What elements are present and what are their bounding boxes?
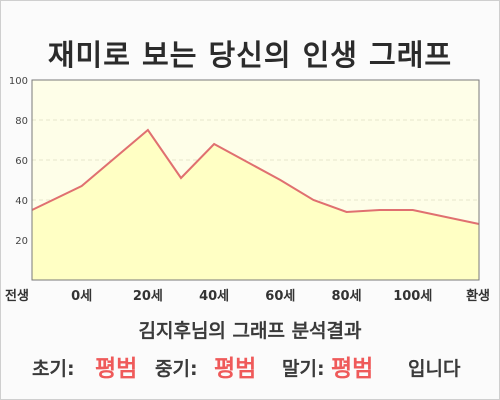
middle-label: 중기: (155, 358, 198, 380)
x-tick-label: 100세 (393, 289, 432, 304)
analysis-subtitle: 김지후님의 그래프 분석결과 (138, 320, 362, 342)
y-tick-label: 60 (15, 156, 28, 167)
series-line (31, 128, 480, 225)
x-tick-label: 60세 (265, 289, 295, 304)
result-suffix: 입니다 (408, 358, 461, 380)
y-tick-label: 20 (15, 236, 28, 247)
early-value: 평범 (95, 356, 138, 382)
y-tick-label: 80 (15, 116, 28, 127)
x-tick-label: 20세 (133, 289, 163, 304)
x-tick-label: 0세 (71, 289, 92, 304)
y-tick-label: 100 (9, 76, 28, 87)
x-tick-label: 40세 (199, 289, 229, 304)
late-value: 평범 (331, 356, 374, 382)
early-label: 초기: (32, 358, 75, 380)
area-fill (32, 130, 479, 280)
page-title: 재미로 보는 당신의 인생 그래프 (47, 38, 453, 72)
late-label: 말기: (282, 358, 325, 380)
middle-value: 평범 (214, 356, 257, 382)
plot-border (31, 79, 480, 281)
x-tick-label: 전생 (5, 288, 29, 304)
x-tick-label: 환생 (466, 288, 490, 304)
x-tick-label: 80세 (332, 289, 362, 304)
y-tick-label: 40 (15, 196, 28, 207)
result-line: 초기: 평범 중기: 평범 말기: 평범 입니다 (0, 344, 500, 384)
